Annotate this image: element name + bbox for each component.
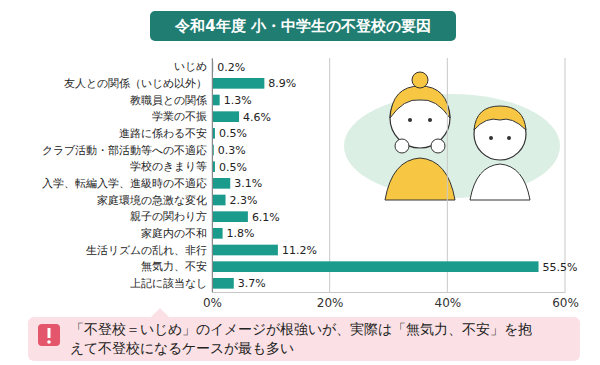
title: 令和4年度 小・中学生の不登校の要因 xyxy=(174,17,431,35)
boy-eye xyxy=(507,136,511,140)
y-tick: 学業の不振 xyxy=(152,110,212,123)
illustration-ground xyxy=(344,94,560,198)
y-tick: 家庭環境の急激な変化 xyxy=(97,194,212,207)
illustration xyxy=(344,72,560,200)
bar xyxy=(212,261,539,272)
chart: 令和4年度 小・中学生の不登校の要因 0% 20% 40% 60% いじめ友人との関係（い… xyxy=(0,0,600,365)
y-tick: 学校のきまり等 xyxy=(130,160,212,173)
y-tick: 進路に係わる不安 xyxy=(119,127,212,140)
grid-line xyxy=(565,58,566,292)
bar xyxy=(212,78,264,89)
y-tick-label: 親子の関わり方 xyxy=(130,210,207,223)
data-label: 8.9% xyxy=(268,77,296,90)
x-tick: 0% xyxy=(203,292,222,310)
y-tick: 家庭内の不和 xyxy=(141,227,212,240)
x-tick-label: 40% xyxy=(434,296,461,310)
y-tick-label: いじめ xyxy=(174,60,207,73)
grid-line xyxy=(329,58,330,292)
y-tick: 親子の関わり方 xyxy=(130,210,212,223)
y-tick-label: 入学、転編入学、進級時の不適応 xyxy=(42,177,207,190)
y-tick: いじめ xyxy=(174,60,212,73)
bar xyxy=(212,228,223,239)
annotation-line: 「不登校＝いじめ」のイメージが根強いが、実際は「無気力、不安」を抱 xyxy=(70,321,532,337)
y-tick-label: クラブ活動・部活動等への不適応 xyxy=(42,144,207,157)
girl-bun xyxy=(412,72,428,88)
grid-line xyxy=(447,58,448,292)
annotation-text: 「不登校＝いじめ」のイメージが根強いが、実際は「無気力、不安」を抱えて不登校にな… xyxy=(70,321,532,356)
data-label: 55.5% xyxy=(543,261,578,274)
y-tick-label: 学校のきまり等 xyxy=(130,160,207,173)
y-tick-label: 上記に該当なし xyxy=(130,277,207,290)
x-tick-label: 0% xyxy=(203,296,222,310)
annotation: 「不登校＝いじめ」のイメージが根強いが、実際は「無気力、不安」を抱えて不登校にな… xyxy=(28,308,580,361)
x-tick: 60% xyxy=(552,292,579,310)
y-tick-label: 家庭環境の急激な変化 xyxy=(97,194,207,207)
data-label: 3.1% xyxy=(234,177,262,190)
bar xyxy=(212,278,234,289)
data-label: 2.3% xyxy=(230,194,258,207)
girl-hand xyxy=(395,139,409,153)
boy-body xyxy=(470,164,530,200)
y-tick: 友人との関係（いじめ以外） xyxy=(64,77,212,90)
y-tick: 無気力、不安 xyxy=(141,260,212,273)
data-label: 0.5% xyxy=(219,127,247,140)
y-tick: 教職員との関係 xyxy=(130,94,212,107)
boy-hair xyxy=(474,106,526,130)
annotation-line: えて不登校になるケースが最も多い xyxy=(70,340,294,356)
y-tick: 上記に該当なし xyxy=(130,277,212,290)
bar xyxy=(212,95,220,106)
annotation-tail xyxy=(150,308,170,318)
title-background xyxy=(150,11,456,41)
data-label: 0.3% xyxy=(218,144,246,157)
girl-eye xyxy=(428,118,432,122)
grid xyxy=(212,58,565,292)
annotation-icon-bar xyxy=(48,328,51,338)
annotation-icon-dot xyxy=(47,340,51,344)
x-tick: 20% xyxy=(317,292,344,310)
boy-eye xyxy=(489,136,493,140)
data-label: 4.6% xyxy=(243,111,271,124)
y-tick-label: 学業の不振 xyxy=(152,110,207,123)
y-axis: いじめ友人との関係（いじめ以外） 教職員との関係学業の不振進路に係わる不安クラブ活… xyxy=(42,59,213,293)
annotation-background xyxy=(28,317,580,361)
data-label: 11.2% xyxy=(282,244,317,257)
data-label: 6.1% xyxy=(252,211,280,224)
grid-line xyxy=(212,58,213,292)
x-axis-line xyxy=(213,292,566,293)
data-label: 1.3% xyxy=(224,94,252,107)
y-tick-label: 友人との関係（いじめ以外） xyxy=(64,77,207,90)
bar xyxy=(212,245,278,256)
x-axis: 0% 20% 40% 60% xyxy=(203,292,579,310)
x-tick-label: 20% xyxy=(317,296,344,310)
x-tick: 40% xyxy=(434,292,461,310)
y-tick-label: 無気力、不安 xyxy=(141,260,207,273)
data-label: 3.7% xyxy=(238,277,266,290)
y-tick-label: 教職員との関係 xyxy=(130,94,207,107)
bar xyxy=(212,195,226,206)
girl-hand xyxy=(431,139,445,153)
y-tick-label: 生活リズムの乱れ、非行 xyxy=(86,244,207,257)
bars xyxy=(212,61,539,288)
data-labels: 0.2% 8.9% 1.3% 4.6% 0.5% 0.3% 0.5% 3.1% 2.3% 6.1%… xyxy=(217,61,577,291)
y-tick-label: 進路に係わる不安 xyxy=(119,127,207,140)
y-tick: クラブ活動・部活動等への不適応 xyxy=(42,144,212,157)
bar xyxy=(212,211,248,222)
bar xyxy=(212,111,239,122)
y-axis-line xyxy=(212,59,213,293)
data-label: 1.8% xyxy=(227,227,255,240)
girl-eye xyxy=(408,118,412,122)
data-label: 0.5% xyxy=(219,161,247,174)
annotation-icon xyxy=(38,324,60,346)
title-banner: 令和4年度 小・中学生の不登校の要因 xyxy=(150,11,456,41)
girl-hair xyxy=(390,86,450,118)
bar xyxy=(212,178,230,189)
y-tick-label: 家庭内の不和 xyxy=(141,227,207,240)
x-tick-label: 60% xyxy=(552,296,579,310)
y-tick: 入学、転編入学、進級時の不適応 xyxy=(42,177,212,190)
girl-body xyxy=(385,158,455,200)
data-label: 0.2% xyxy=(217,61,245,74)
y-tick: 生活リズムの乱れ、非行 xyxy=(86,244,212,257)
